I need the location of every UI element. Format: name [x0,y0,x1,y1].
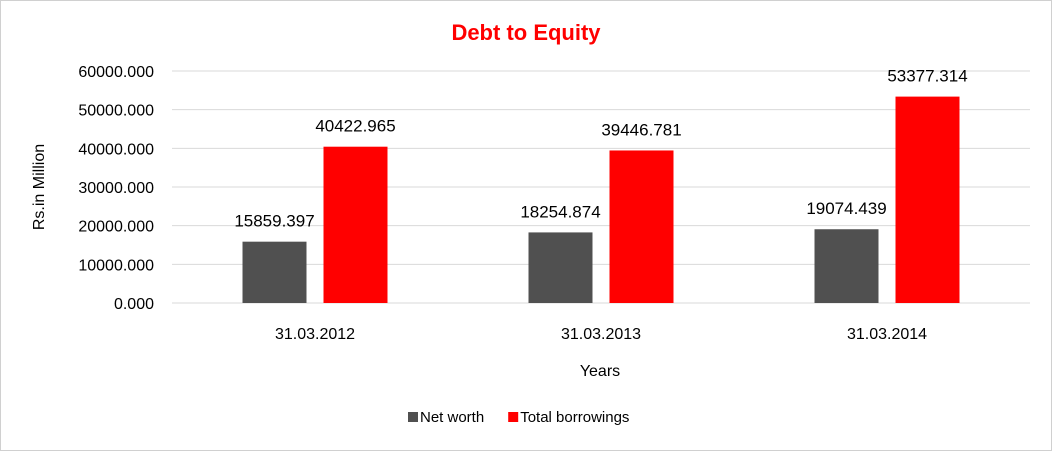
x-tick-label: 31.03.2014 [847,326,927,343]
y-tick-label: 0.000 [114,296,154,313]
y-tick-label: 30000.000 [78,180,154,197]
bar-total-borrowings [323,146,388,303]
y-axis-title: Rs.in Million [31,144,48,230]
bar-total-borrowings [609,150,674,303]
data-label: 39446.781 [601,120,681,139]
y-axis-ticks: 0.000 10000.000 20000.000 30000.000 40000.00… [78,64,154,313]
data-label: 18254.874 [520,202,600,221]
y-tick-label: 10000.000 [78,257,154,274]
bar-net-worth [528,232,593,303]
gridlines [172,70,1030,304]
legend-label: Total borrowings [520,409,629,426]
legend-swatch [508,412,519,422]
data-labels: 15859.397 40422.965 18254.874 39446.781 1907… [234,67,967,231]
legend: Net worth Total borrowings [408,409,629,426]
x-axis-ticks: 31.03.2012 31.03.2013 31.03.2014 [275,326,927,343]
bars [242,96,960,303]
y-tick-label: 50000.000 [78,103,154,120]
x-tick-label: 31.03.2013 [561,326,641,343]
y-tick-label: 40000.000 [78,141,154,158]
bar-total-borrowings [895,96,960,303]
legend-swatch [408,412,418,422]
bar-net-worth [814,229,879,303]
chart-title: Debt to Equity [451,20,601,45]
data-label: 53377.314 [887,67,967,86]
data-label: 15859.397 [234,212,314,231]
legend-label: Net worth [420,409,484,426]
x-axis-title: Years [580,363,620,380]
x-tick-label: 31.03.2012 [275,326,355,343]
y-tick-label: 20000.000 [78,219,154,236]
bar-net-worth [242,241,307,303]
y-tick-label: 60000.000 [78,64,154,81]
data-label: 19074.439 [806,199,886,218]
data-label: 40422.965 [315,117,395,136]
